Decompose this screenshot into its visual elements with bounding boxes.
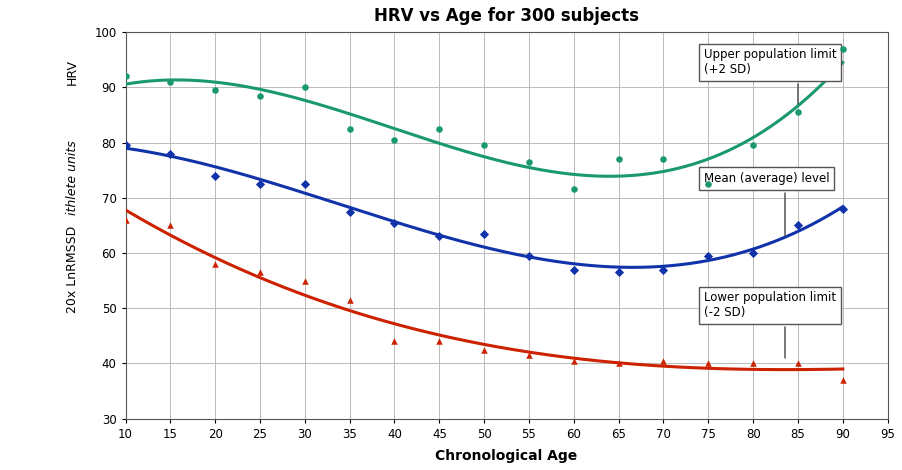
Point: [521, 158, 536, 165]
Point: [566, 266, 581, 274]
Text: Lower population limit
(-2 SD): Lower population limit (-2 SD): [704, 291, 836, 358]
Point: [387, 337, 401, 345]
Point: [253, 180, 267, 188]
Point: [432, 337, 446, 345]
Point: [657, 266, 671, 274]
Point: [208, 86, 223, 94]
Point: [477, 346, 492, 353]
Point: [118, 141, 133, 149]
Point: [746, 249, 760, 257]
Text: Upper population limit
(+2 SD): Upper population limit (+2 SD): [704, 48, 836, 104]
Point: [612, 155, 626, 163]
Point: [791, 109, 805, 116]
Point: [208, 172, 223, 180]
Point: [701, 252, 715, 259]
Point: [343, 125, 357, 133]
Point: [253, 268, 267, 276]
Text: 20x LnRMSSD: 20x LnRMSSD: [66, 226, 78, 313]
Point: [343, 208, 357, 215]
Text: HRV: HRV: [66, 59, 78, 85]
Point: [791, 222, 805, 229]
Text: Mean (average) level: Mean (average) level: [704, 172, 830, 236]
Point: [298, 277, 312, 284]
Point: [657, 155, 671, 163]
Point: [477, 141, 492, 149]
Point: [298, 84, 312, 91]
Point: [835, 205, 850, 212]
Point: [835, 45, 850, 52]
Point: [521, 352, 536, 359]
Point: [746, 141, 760, 149]
Point: [657, 357, 671, 364]
Point: [521, 252, 536, 259]
Point: [701, 180, 715, 188]
X-axis label: Chronological Age: Chronological Age: [436, 449, 577, 463]
Point: [612, 360, 626, 367]
Text: ithlete units: ithlete units: [66, 141, 78, 215]
Point: [208, 260, 223, 268]
Point: [118, 216, 133, 224]
Point: [343, 296, 357, 304]
Point: [163, 150, 178, 157]
Point: [432, 125, 446, 133]
Point: [387, 219, 401, 227]
Point: [835, 376, 850, 384]
Point: [298, 180, 312, 188]
Point: [387, 136, 401, 143]
Point: [566, 186, 581, 193]
Point: [477, 230, 492, 237]
Point: [701, 360, 715, 367]
Point: [566, 357, 581, 364]
Point: [746, 360, 760, 367]
Title: HRV vs Age for 300 subjects: HRV vs Age for 300 subjects: [374, 7, 640, 25]
Point: [253, 92, 267, 99]
Point: [612, 268, 626, 276]
Point: [791, 360, 805, 367]
Point: [432, 233, 446, 240]
Point: [163, 78, 178, 86]
Point: [118, 72, 133, 80]
Point: [163, 222, 178, 229]
